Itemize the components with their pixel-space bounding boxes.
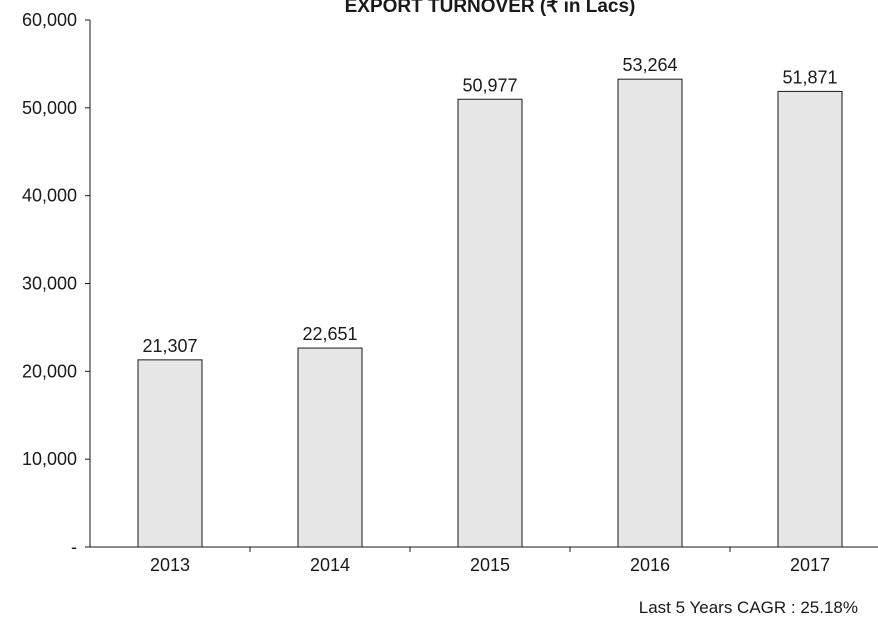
data-label-2013: 21,307 [142, 336, 197, 356]
y-tick-label: - [71, 537, 77, 557]
data-labels-group: 21,307 22,651 50,977 53,264 51,871 [142, 55, 837, 356]
x-axis: 2013 2014 2015 2016 2017 [90, 546, 878, 575]
bar-2016 [617, 78, 683, 548]
chart-title: EXPORT TURNOVER (₹ in Lacs) [345, 0, 636, 17]
y-tick-label: 10,000 [22, 449, 77, 469]
data-label-2016: 53,264 [622, 55, 677, 75]
x-tick-label-2013: 2013 [150, 555, 190, 575]
data-label-2014: 22,651 [302, 324, 357, 344]
cagr-footnote: Last 5 Years CAGR : 25.18% [638, 598, 858, 617]
y-tick-label: 30,000 [22, 274, 77, 294]
x-tick-label-2015: 2015 [470, 555, 510, 575]
y-axis: - 10,000 20,000 30,000 40,000 50,000 60,000 [22, 10, 91, 557]
y-tick-label: 60,000 [22, 10, 77, 30]
x-tick-label-2017: 2017 [790, 555, 830, 575]
bar-2015 [457, 98, 523, 548]
data-label-2015: 50,977 [462, 75, 517, 95]
bar-2013 [137, 359, 203, 548]
x-tick-label-2016: 2016 [630, 555, 670, 575]
y-tick-label: 20,000 [22, 361, 77, 381]
bars-group [137, 78, 843, 548]
y-tick-label: 40,000 [22, 186, 77, 206]
bar-2017 [777, 90, 843, 548]
x-tick-label-2014: 2014 [310, 555, 350, 575]
data-label-2017: 51,871 [782, 67, 837, 87]
bar-2014 [297, 347, 363, 548]
y-tick-label: 50,000 [22, 98, 77, 118]
